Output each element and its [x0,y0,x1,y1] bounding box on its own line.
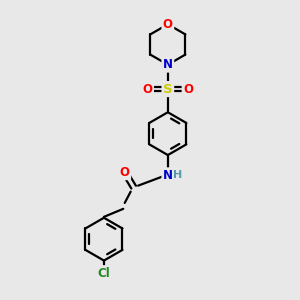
Text: N: N [163,58,173,71]
Text: Cl: Cl [98,266,110,280]
Text: O: O [120,166,130,179]
Text: S: S [163,82,172,96]
Text: N: N [163,169,173,182]
Text: O: O [142,82,153,96]
Text: H: H [173,170,182,180]
Text: O: O [183,82,193,96]
Text: O: O [163,18,173,31]
